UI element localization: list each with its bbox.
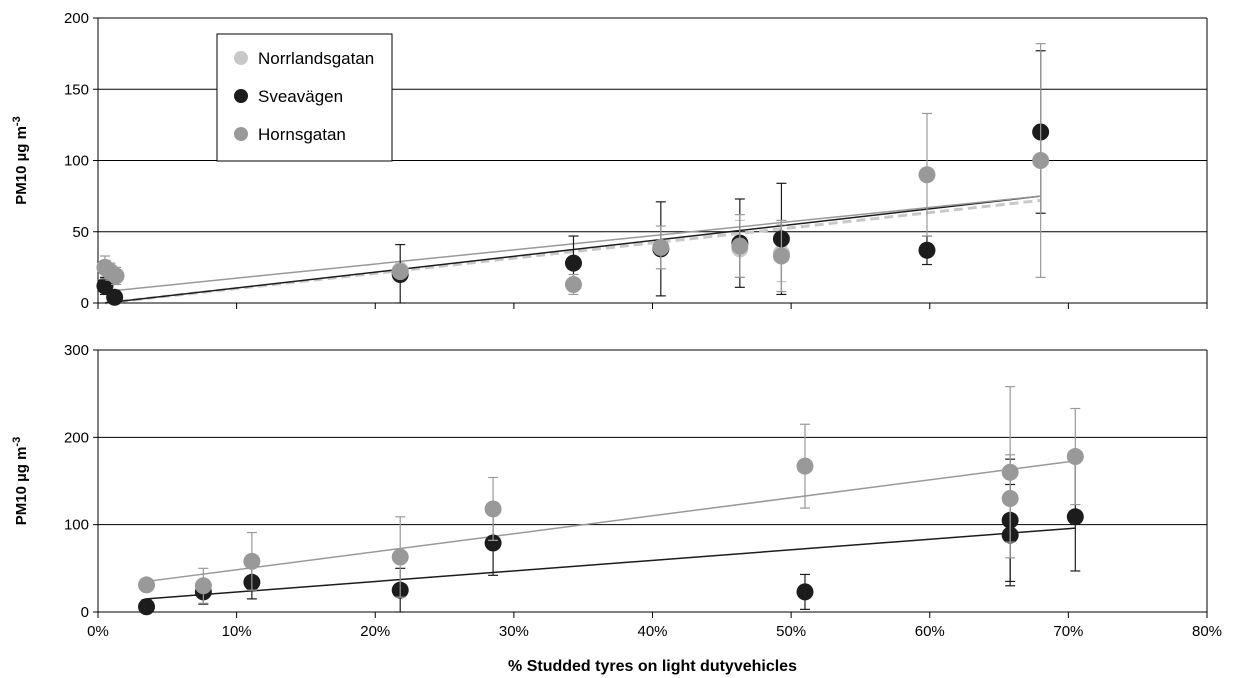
x-tick-label: 40% [637, 623, 667, 640]
legend-marker-hornsgatan [234, 127, 248, 141]
y-axis-title-superscript: -3 [11, 116, 23, 126]
point-sveavägen [138, 598, 156, 616]
x-tick-label: 20% [360, 623, 390, 640]
x-tick-label: 10% [222, 623, 252, 640]
x-tick-label: 30% [499, 623, 529, 640]
point-sveavägen [796, 583, 814, 601]
point-hornsgatan [391, 263, 409, 281]
point-hornsgatan [1001, 463, 1019, 481]
point-hornsgatan [772, 247, 790, 265]
y-tick-label: 100 [64, 153, 89, 170]
point-sveavägen [918, 241, 936, 259]
y-axis-title-main: PM10 µg m [13, 126, 30, 205]
legend-marker-sveavägen [234, 89, 248, 103]
trendline-hornsgatan [104, 195, 1041, 293]
point-hornsgatan [138, 576, 156, 594]
point-hornsgatan [1001, 489, 1019, 507]
legend-label-norrlandsgatan: Norrlandsgatan [258, 49, 374, 68]
trendline-hornsgatan [146, 460, 1076, 583]
point-hornsgatan [652, 238, 670, 256]
legend-label-sveavägen: Sveavägen [258, 87, 343, 106]
x-tick-label: 50% [776, 623, 806, 640]
point-hornsgatan [1066, 448, 1084, 466]
y-tick-label: 0 [81, 295, 89, 312]
y-tick-label: 150 [64, 81, 89, 98]
y-axis-title: PM10 µg m-3 [11, 116, 30, 204]
point-hornsgatan [796, 457, 814, 475]
x-tick-label: 60% [915, 623, 945, 640]
y-tick-label: 0 [81, 604, 89, 621]
x-tick-label: 80% [1192, 623, 1222, 640]
x-axis-title: % Studded tyres on light dutyvehicles [508, 658, 797, 675]
point-hornsgatan [107, 267, 125, 285]
point-hornsgatan [918, 166, 936, 184]
y-tick-label: 100 [64, 517, 89, 534]
point-sveavägen [106, 288, 124, 306]
point-hornsgatan [564, 275, 582, 293]
bottom-panel: 0 100 200 300 0% 10% 20% 30% 40% 50% 60% 70% 80% PM10… [11, 342, 1222, 675]
legend-label-hornsgatan: Hornsgatan [258, 125, 346, 144]
x-tick-label: 0% [87, 623, 109, 640]
y-tick-label: 200 [64, 429, 89, 446]
y-tick-label: 300 [64, 342, 89, 359]
point-sveavägen [96, 277, 114, 295]
point-sveavägen [564, 254, 582, 272]
y-axis-title-superscript: -3 [11, 437, 23, 447]
point-hornsgatan [243, 552, 261, 570]
legend-marker-norrlandsgatan [234, 51, 248, 65]
point-hornsgatan [391, 548, 409, 566]
point-sveavägen [484, 534, 502, 552]
point-hornsgatan [194, 577, 212, 595]
top-panel: 0 50 100 150 200 PM10 µg m-3 Norrlandsgatan Sve… [11, 10, 1208, 312]
y-axis-title: PM10 µg m-3 [11, 437, 30, 525]
point-hornsgatan [1032, 152, 1050, 169]
y-tick-label: 200 [64, 10, 89, 27]
point-sveavägen [1066, 508, 1084, 526]
point-hornsgatan [731, 237, 749, 255]
y-tick-label: 50 [72, 224, 89, 241]
y-axis-title-main: PM10 µg m [13, 447, 30, 526]
legend: Norrlandsgatan Sveavägen Hornsgatan [216, 33, 393, 162]
trendline-sveavägen [146, 527, 1076, 600]
trendline-sveavägen [104, 195, 1041, 304]
x-tick-label: 70% [1053, 623, 1083, 640]
point-hornsgatan [484, 500, 502, 518]
